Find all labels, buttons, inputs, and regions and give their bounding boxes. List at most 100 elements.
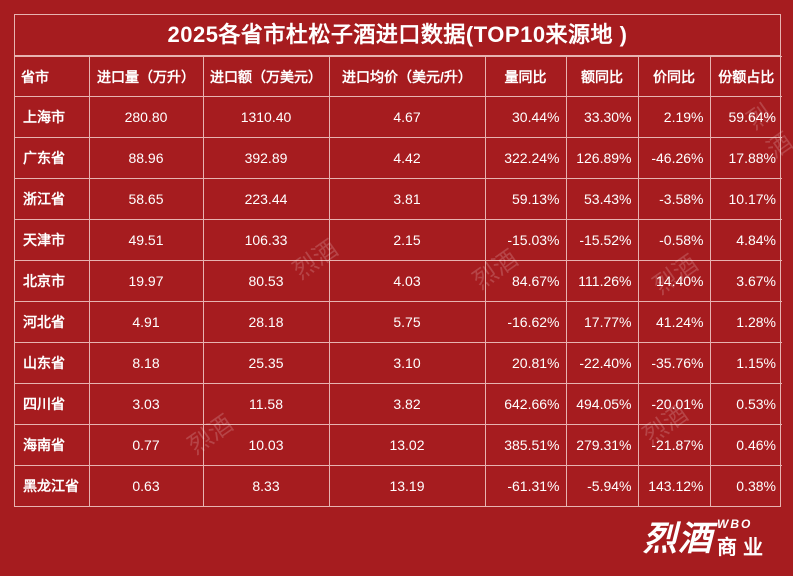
header-value: 进口额（万美元） <box>202 56 330 97</box>
table-row: 广东省 88.96 392.89 4.42 322.24% 126.89% -46.26% 1… <box>15 137 782 179</box>
cell-price-yoy: -21.87% <box>637 424 711 466</box>
cell-value-yoy: 494.05% <box>565 383 639 425</box>
cell-volume-yoy: -16.62% <box>484 301 567 343</box>
cell-volume: 19.97 <box>88 260 204 302</box>
cell-price-yoy: -0.58% <box>637 219 711 261</box>
cell-share: 0.46% <box>709 424 782 466</box>
cell-share: 0.38% <box>709 465 782 507</box>
cell-avg-price: 13.02 <box>328 424 486 466</box>
cell-share: 10.17% <box>709 178 782 220</box>
cell-share: 0.53% <box>709 383 782 425</box>
cell-value-yoy: 33.30% <box>565 96 639 138</box>
cell-value: 10.03 <box>202 424 330 466</box>
cell-province: 北京市 <box>15 260 90 302</box>
cell-avg-price: 3.82 <box>328 383 486 425</box>
import-data-table: 省市 进口量（万升） 进口额（万美元） 进口均价（美元/升） 量同比 额同比 价… <box>15 56 782 507</box>
header-value-yoy: 额同比 <box>565 56 639 97</box>
cell-province: 海南省 <box>15 424 90 466</box>
data-table-frame: 2025各省市杜松子酒进口数据(TOP10来源地 ) 省市 进口量（万升） 进口… <box>14 14 782 507</box>
cell-volume: 0.63 <box>88 465 204 507</box>
cell-value: 106.33 <box>202 219 330 261</box>
table-row: 黑龙江省 0.63 8.33 13.19 -61.31% -5.94% 143.12% 0.3… <box>15 465 782 507</box>
header-share: 份额占比 <box>709 56 782 97</box>
cell-avg-price: 3.10 <box>328 342 486 384</box>
table-row: 海南省 0.77 10.03 13.02 385.51% 279.31% -21.87% 0.… <box>15 424 782 466</box>
cell-volume: 4.91 <box>88 301 204 343</box>
cell-volume: 58.65 <box>88 178 204 220</box>
cell-avg-price: 4.03 <box>328 260 486 302</box>
cell-volume: 88.96 <box>88 137 204 179</box>
cell-value-yoy: 126.89% <box>565 137 639 179</box>
cell-value-yoy: 111.26% <box>565 260 639 302</box>
table-row: 北京市 19.97 80.53 4.03 84.67% 111.26% 14.40% 3.67… <box>15 260 782 302</box>
logo-wbo-text: WBO <box>717 517 753 531</box>
cell-value: 80.53 <box>202 260 330 302</box>
cell-volume: 49.51 <box>88 219 204 261</box>
cell-volume-yoy: 30.44% <box>484 96 567 138</box>
header-row: 省市 进口量（万升） 进口额（万美元） 进口均价（美元/升） 量同比 额同比 价… <box>15 56 782 97</box>
cell-province: 广东省 <box>15 137 90 179</box>
cell-value: 11.58 <box>202 383 330 425</box>
cell-share: 59.64% <box>709 96 782 138</box>
cell-volume-yoy: 642.66% <box>484 383 567 425</box>
cell-price-yoy: 143.12% <box>637 465 711 507</box>
cell-value-yoy: 17.77% <box>565 301 639 343</box>
cell-volume: 3.03 <box>88 383 204 425</box>
cell-value: 28.18 <box>202 301 330 343</box>
cell-value: 8.33 <box>202 465 330 507</box>
cell-value-yoy: -5.94% <box>565 465 639 507</box>
cell-province: 上海市 <box>15 96 90 138</box>
table-row: 河北省 4.91 28.18 5.75 -16.62% 17.77% 41.24% 1.28% <box>15 301 782 343</box>
cell-volume: 0.77 <box>88 424 204 466</box>
cell-volume: 8.18 <box>88 342 204 384</box>
cell-value-yoy: 53.43% <box>565 178 639 220</box>
cell-volume-yoy: -15.03% <box>484 219 567 261</box>
cell-volume-yoy: 84.67% <box>484 260 567 302</box>
logo-business-text: 商业 <box>717 537 769 559</box>
table-row: 浙江省 58.65 223.44 3.81 59.13% 53.43% -3.58% 10.1… <box>15 178 782 220</box>
cell-value-yoy: -22.40% <box>565 342 639 384</box>
brand-logo: 烈酒 WBO 商业 <box>643 511 769 560</box>
cell-province: 四川省 <box>15 383 90 425</box>
cell-value: 223.44 <box>202 178 330 220</box>
cell-price-yoy: 2.19% <box>637 96 711 138</box>
cell-volume: 280.80 <box>88 96 204 138</box>
cell-price-yoy: -46.26% <box>637 137 711 179</box>
cell-price-yoy: -3.58% <box>637 178 711 220</box>
cell-province: 浙江省 <box>15 178 90 220</box>
table-row: 四川省 3.03 11.58 3.82 642.66% 494.05% -20.01% 0.5… <box>15 383 782 425</box>
cell-share: 3.67% <box>709 260 782 302</box>
header-province: 省市 <box>15 56 90 97</box>
cell-share: 1.28% <box>709 301 782 343</box>
cell-avg-price: 4.42 <box>328 137 486 179</box>
cell-value: 25.35 <box>202 342 330 384</box>
cell-avg-price: 2.15 <box>328 219 486 261</box>
cell-volume-yoy: -61.31% <box>484 465 567 507</box>
cell-province: 黑龙江省 <box>15 465 90 507</box>
cell-avg-price: 5.75 <box>328 301 486 343</box>
cell-avg-price: 3.81 <box>328 178 486 220</box>
header-volume: 进口量（万升） <box>88 56 204 97</box>
cell-share: 1.15% <box>709 342 782 384</box>
table-title: 2025各省市杜松子酒进口数据(TOP10来源地 ) <box>15 15 780 56</box>
cell-volume-yoy: 59.13% <box>484 178 567 220</box>
header-volume-yoy: 量同比 <box>484 56 567 97</box>
table-row: 天津市 49.51 106.33 2.15 -15.03% -15.52% -0.58% 4.… <box>15 219 782 261</box>
cell-volume-yoy: 20.81% <box>484 342 567 384</box>
table-row: 上海市 280.80 1310.40 4.67 30.44% 33.30% 2.19% 59.… <box>15 96 782 138</box>
cell-volume-yoy: 322.24% <box>484 137 567 179</box>
logo-main-text: 烈酒 <box>643 519 713 559</box>
cell-price-yoy: -20.01% <box>637 383 711 425</box>
cell-value-yoy: -15.52% <box>565 219 639 261</box>
header-avg-price: 进口均价（美元/升） <box>328 56 486 97</box>
cell-value: 1310.40 <box>202 96 330 138</box>
cell-share: 17.88% <box>709 137 782 179</box>
cell-province: 天津市 <box>15 219 90 261</box>
cell-avg-price: 4.67 <box>328 96 486 138</box>
cell-value: 392.89 <box>202 137 330 179</box>
cell-avg-price: 13.19 <box>328 465 486 507</box>
cell-value-yoy: 279.31% <box>565 424 639 466</box>
cell-price-yoy: -35.76% <box>637 342 711 384</box>
cell-volume-yoy: 385.51% <box>484 424 567 466</box>
table-row: 山东省 8.18 25.35 3.10 20.81% -22.40% -35.76% 1.15… <box>15 342 782 384</box>
